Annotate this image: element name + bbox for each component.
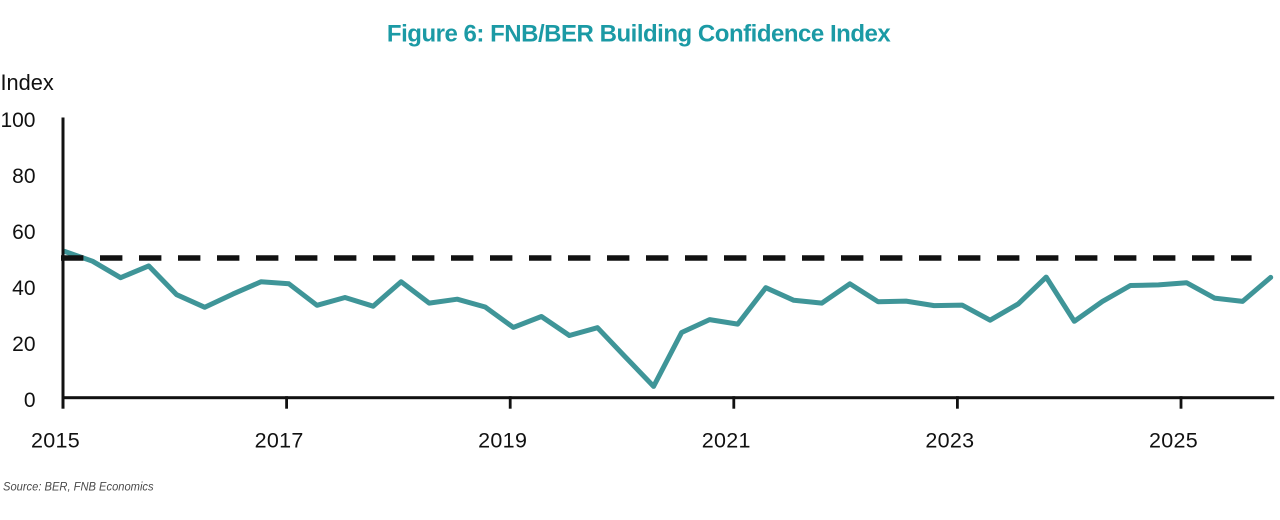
svg-text:2017: 2017 — [255, 429, 304, 453]
svg-text:40: 40 — [12, 277, 35, 300]
svg-text:Index: Index — [1, 70, 54, 95]
svg-text:2021: 2021 — [702, 429, 751, 453]
svg-text:20: 20 — [12, 333, 35, 356]
svg-text:Source: BER, FNB Economics: Source: BER, FNB Economics — [3, 481, 154, 493]
svg-text:Figure 6: FNB/BER Building Con: Figure 6: FNB/BER Building Confidence In… — [387, 20, 892, 47]
svg-text:2025: 2025 — [1149, 429, 1198, 453]
svg-text:100: 100 — [0, 109, 35, 132]
svg-text:2019: 2019 — [478, 429, 527, 453]
svg-text:0: 0 — [24, 389, 36, 412]
svg-text:2023: 2023 — [925, 429, 974, 453]
svg-text:2015: 2015 — [31, 429, 80, 453]
svg-text:60: 60 — [12, 221, 35, 244]
svg-text:80: 80 — [12, 165, 35, 188]
